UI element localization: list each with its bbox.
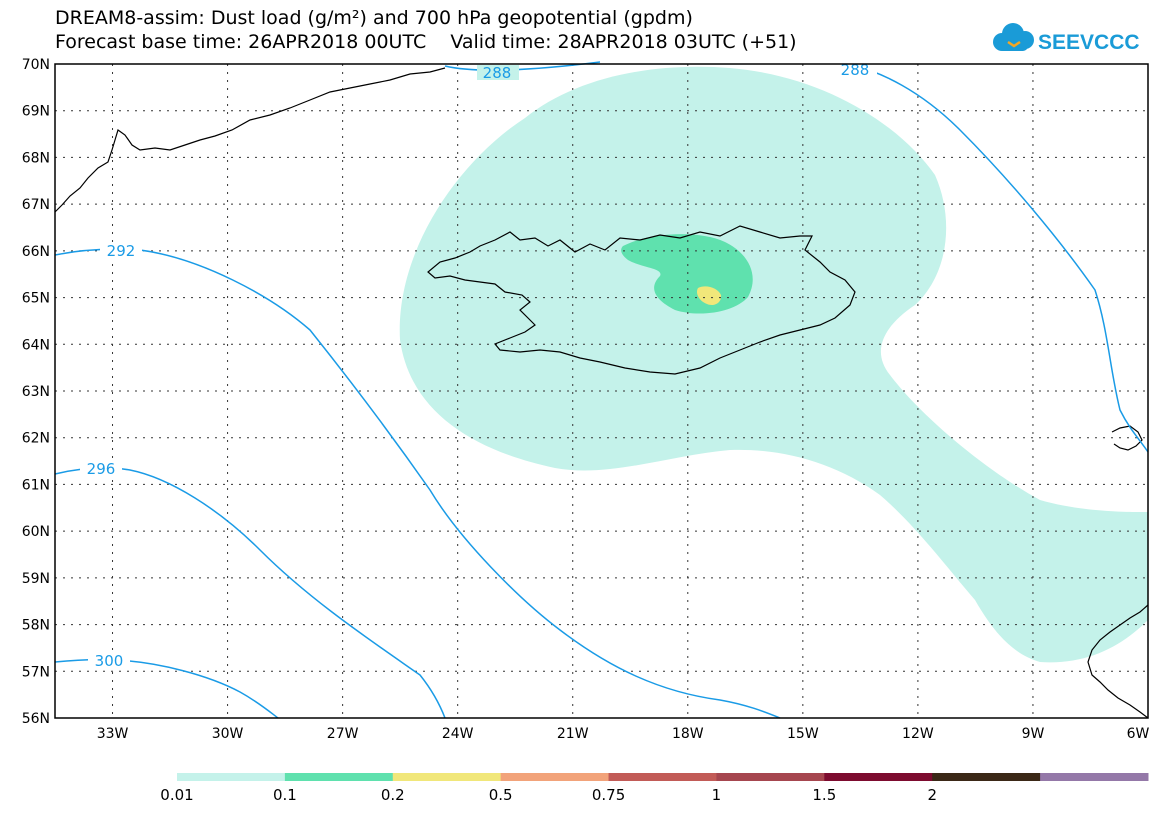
- colorbar-swatch: [932, 773, 1041, 781]
- colorbar-swatch: [500, 773, 610, 781]
- graticule: [55, 64, 1148, 718]
- colorbar-swatch: [824, 773, 933, 781]
- latitude-label: 57N: [22, 664, 50, 680]
- longitude-labels: 33W 30W 27W 24W 21W 18W 15W 12W 9W 6W: [97, 726, 1150, 742]
- colorbar-label: 1: [712, 786, 722, 804]
- colorbar-swatch: [716, 773, 825, 781]
- longitude-label: 18W: [672, 726, 704, 742]
- longitude-label: 30W: [212, 726, 244, 742]
- colorbar-labels: 0.01 0.1 0.2 0.5 0.75 1 1.5 2: [160, 786, 937, 804]
- latitude-label: 59N: [22, 571, 50, 587]
- latitude-label: 68N: [22, 150, 50, 166]
- colorbar-swatches: [177, 773, 1149, 781]
- map-frame: [54, 63, 1149, 719]
- latitude-label: 69N: [22, 104, 50, 120]
- longitude-label: 27W: [327, 726, 359, 742]
- latitude-label: 67N: [22, 197, 50, 213]
- latitude-label: 63N: [22, 384, 50, 400]
- dust-area-low: [399, 66, 1148, 663]
- longitude-label: 33W: [97, 726, 129, 742]
- colorbar-swatch: [1040, 773, 1149, 781]
- latitude-label: 66N: [22, 244, 50, 260]
- seevccc-logo: SEEVCCC: [993, 23, 1140, 54]
- colorbar-label: 0.5: [489, 786, 513, 804]
- latitude-label: 64N: [22, 337, 50, 353]
- contour-292: [54, 248, 781, 719]
- latitude-labels: 70N 69N 68N 67N 66N 65N 64N 63N 62N 61N 60N 59N 58N 5…: [22, 57, 50, 727]
- longitude-label: 9W: [1022, 726, 1045, 742]
- contour-label-288b: 288: [841, 61, 870, 79]
- longitude-label: 6W: [1127, 726, 1150, 742]
- latitude-label: 61N: [22, 477, 50, 493]
- latitude-label: 70N: [22, 57, 50, 73]
- latitude-label: 60N: [22, 524, 50, 540]
- contour-labels: 288 288 292 296 300: [80, 61, 877, 670]
- contour-296: [54, 467, 446, 719]
- dust-map: 288 288 292 296 300 70N 69N 68N 67N 66N 65N 64…: [22, 57, 1150, 742]
- logo-text: SEEVCCC: [1038, 31, 1140, 54]
- map-title: DREAM8-assim: Dust load (g/m²) and 700 h…: [55, 7, 693, 29]
- cloud-icon: [993, 23, 1034, 51]
- latitude-label: 56N: [22, 711, 50, 727]
- contour-label-292: 292: [107, 242, 136, 260]
- contour-288-east: [854, 65, 1149, 453]
- scotland-coast: [1087, 604, 1149, 719]
- colorbar-label: 1.5: [812, 786, 836, 804]
- latitude-label: 65N: [22, 291, 50, 307]
- longitude-label: 15W: [787, 726, 819, 742]
- coastlines: [54, 67, 1149, 719]
- colorbar-swatch: [177, 773, 286, 781]
- dust-area-high: [697, 286, 722, 305]
- colorbar-label: 2: [927, 786, 937, 804]
- greenland-coast: [54, 67, 446, 213]
- faroe-coast: [1111, 425, 1143, 451]
- contour-label-300: 300: [95, 652, 124, 670]
- latitude-label: 58N: [22, 618, 50, 634]
- colorbar-swatch: [284, 773, 394, 781]
- colorbar-label: 0.2: [381, 786, 405, 804]
- forecast-time-line: Forecast base time: 26APR2018 00UTC Vali…: [55, 31, 797, 53]
- longitude-label: 24W: [442, 726, 474, 742]
- colorbar-swatch: [608, 773, 717, 781]
- longitude-label: 12W: [902, 726, 934, 742]
- iceland-coast: [427, 225, 856, 375]
- dust-load-shading: [399, 66, 1148, 663]
- contour-label-296: 296: [87, 460, 116, 478]
- colorbar-label: 0.01: [160, 786, 193, 804]
- contour-label-288a: 288: [483, 64, 512, 82]
- contour-300: [54, 658, 279, 719]
- longitude-label: 21W: [557, 726, 589, 742]
- colorbar-label: 0.1: [273, 786, 297, 804]
- colorbar-swatch: [392, 773, 502, 781]
- colorbar-label: 0.75: [592, 786, 625, 804]
- contour-288-north: [444, 61, 601, 71]
- latitude-label: 62N: [22, 431, 50, 447]
